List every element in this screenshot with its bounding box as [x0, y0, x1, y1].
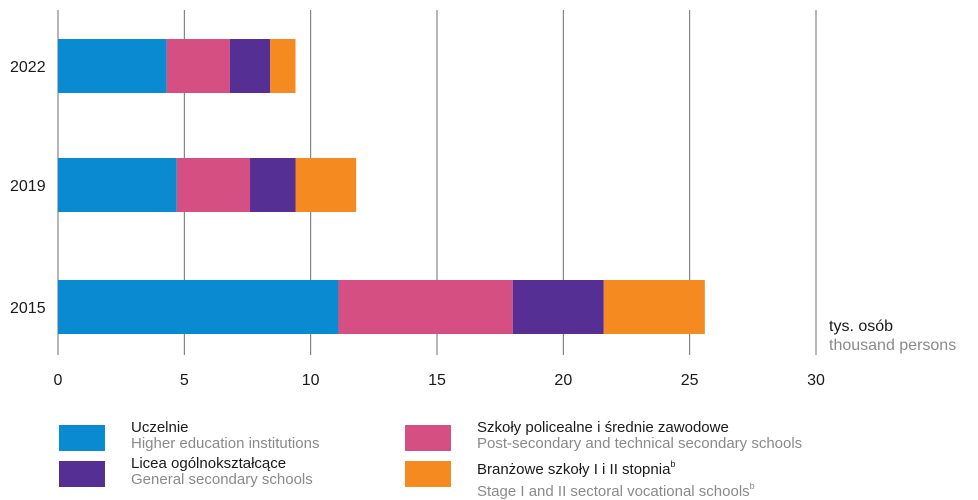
x-tick-label: 20 — [554, 372, 572, 389]
legend-swatch — [59, 425, 105, 451]
bar-segment — [58, 158, 177, 212]
stacked-bar-chart: 2022 2019 2015 0 5 10 15 20 25 30 tys. osób thou… — [10, 10, 956, 389]
bar-segment — [512, 280, 604, 334]
category-label: 2022 — [10, 59, 46, 76]
x-tick-label: 0 — [54, 372, 63, 389]
legend-label: Licea ogólnokształcące — [131, 455, 287, 472]
x-tick-label: 30 — [807, 372, 825, 389]
bar-segment — [229, 39, 271, 93]
x-tick-label: 5 — [180, 372, 189, 389]
category-label: 2015 — [10, 300, 46, 317]
bar-segment — [295, 158, 357, 212]
bar-segment — [58, 39, 167, 93]
legend-label-en: Stage I and II sectoral vocational schoo… — [477, 483, 750, 500]
legend-label-en: Higher education institutions — [131, 435, 320, 452]
bar-segment — [166, 39, 230, 93]
unit-label: tys. osób — [829, 318, 893, 335]
legend-label-en: Post-secondary and technical secondary s… — [477, 435, 803, 452]
legend-label-en: General secondary schools — [131, 471, 313, 488]
legend-label: Szkoły policealne i średnie zawodowe — [477, 419, 729, 436]
legend-swatch — [59, 461, 105, 487]
footnote-mark: b — [670, 459, 676, 469]
bar-segment — [603, 280, 705, 334]
unit-label-en: thousand persons — [829, 337, 956, 354]
bars — [58, 39, 705, 334]
legend-label: Branżowe szkoły I i II stopnia — [477, 461, 671, 478]
legend-swatch — [405, 461, 451, 487]
bar-segment — [270, 39, 296, 93]
legend-swatch — [405, 425, 451, 451]
bar-segment — [338, 280, 513, 334]
x-tick-label: 10 — [302, 372, 320, 389]
x-tick-label: 25 — [681, 372, 699, 389]
footnote-mark: b — [749, 481, 755, 491]
bar-segment — [58, 280, 339, 334]
x-tick-labels: 0 5 10 15 20 25 30 — [54, 372, 825, 389]
legend-label: Uczelnie — [131, 419, 189, 436]
bar-segment — [250, 158, 296, 212]
category-labels: 2022 2019 2015 — [10, 59, 46, 317]
bar-segment — [176, 158, 251, 212]
category-label: 2019 — [10, 178, 46, 195]
x-tick-label: 15 — [428, 372, 446, 389]
